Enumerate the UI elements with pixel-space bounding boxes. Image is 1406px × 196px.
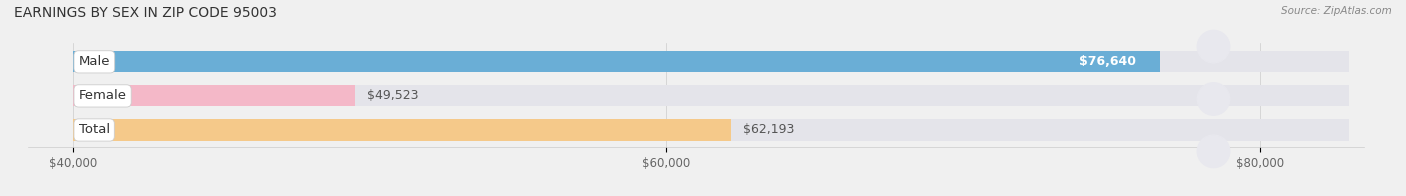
Bar	[73, 85, 356, 106]
Text: $76,640: $76,640	[1080, 55, 1136, 68]
Bar	[73, 119, 731, 141]
Text: $62,193: $62,193	[744, 123, 794, 136]
Text: EARNINGS BY SEX IN ZIP CODE 95003: EARNINGS BY SEX IN ZIP CODE 95003	[14, 6, 277, 20]
Bar	[73, 51, 1160, 72]
Text: Source: ZipAtlas.com: Source: ZipAtlas.com	[1281, 6, 1392, 16]
Bar	[73, 85, 1348, 106]
Text: $49,523: $49,523	[367, 89, 419, 103]
Text: Total: Total	[79, 123, 110, 136]
Bar	[73, 119, 1348, 141]
Text: Female: Female	[79, 89, 127, 103]
Bar	[73, 51, 1348, 72]
Text: Male: Male	[79, 55, 110, 68]
